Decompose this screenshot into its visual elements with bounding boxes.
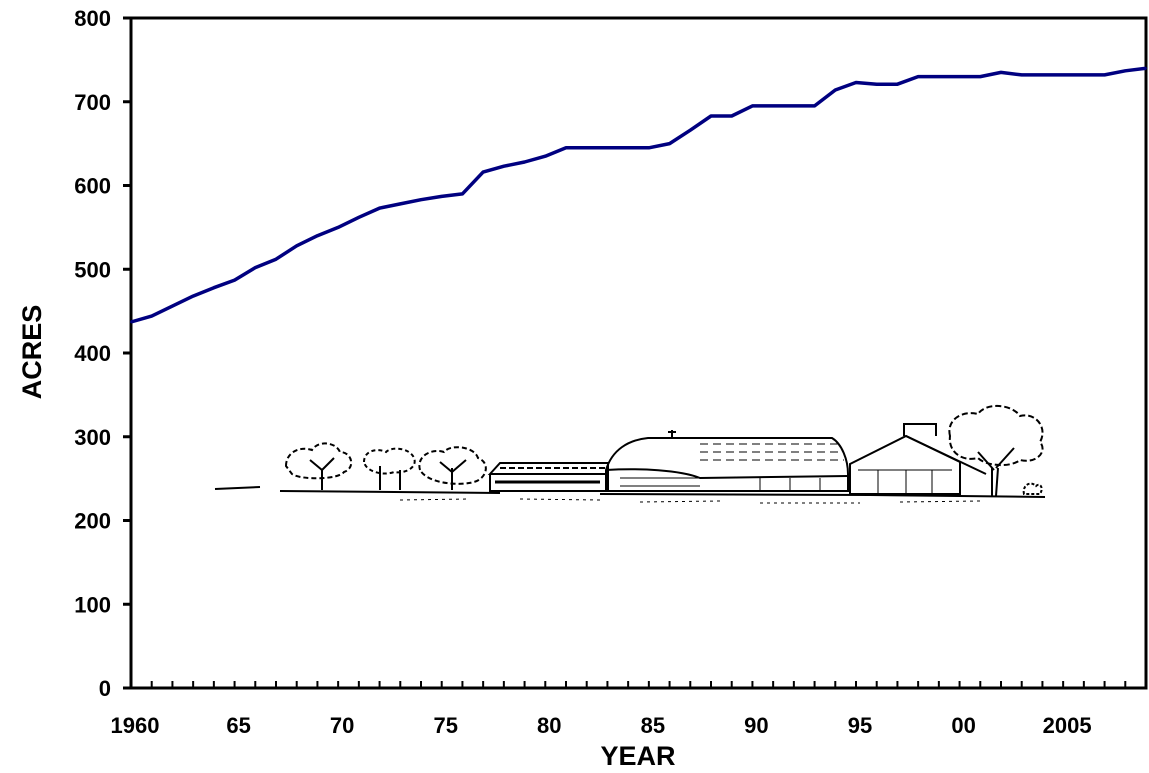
acres-data-point [585,146,588,149]
acres-data-point [420,198,422,201]
gambrel-barn-illustration [605,430,849,492]
acres-data-point [1041,73,1044,76]
acres-data-point [171,305,174,308]
x-tick-label: 80 [537,713,561,738]
acres-series-line [130,66,1147,324]
y-tick-label: 0 [99,676,111,701]
acres-data-point [896,83,899,86]
y-tick-label: 500 [74,257,111,282]
acres-data-point [544,155,547,158]
acres-data-point [1124,69,1127,72]
acres-data-point [813,104,816,107]
acres-data-point [461,192,464,195]
acres-data-point [440,195,443,198]
x-tick-labels: 1960 65 70 75 80 85 90 95 00 2005 [111,713,1092,738]
acres-data-point [275,258,277,261]
x-tick-label: 85 [641,713,665,738]
tree-3-illustration [418,446,487,490]
tick-marks [123,16,1147,690]
acres-data-point [1103,73,1106,76]
acres-data-point [1062,73,1065,76]
acres-data-point [399,202,402,205]
farm-barn-illustration [214,405,1046,504]
acres-data-point [316,234,319,237]
acres-data-point [295,244,298,247]
acres-data-point [668,142,671,145]
acres-data-point [917,75,920,78]
y-tick-label: 200 [74,509,111,534]
acres-data-point [772,104,775,107]
acres-data-point [1082,73,1085,76]
y-tick-label: 100 [74,592,111,617]
x-tick-label: 1960 [111,713,160,738]
y-tick-label: 300 [74,425,111,450]
x-tick-label: 65 [226,713,250,738]
tree-4-illustration [948,405,1044,497]
x-tick-label: 90 [744,713,768,738]
tree-2-illustration [362,447,416,490]
acres-data-point [647,146,650,149]
acres-data-point [233,279,236,282]
y-tick-label: 700 [74,90,111,115]
acres-data-point [502,165,505,168]
acres-data-point [357,216,360,219]
acres-data-point [730,114,733,117]
acres-data-point [482,171,485,174]
plot-frame [129,16,1148,690]
acres-data-point [523,161,526,164]
acres-data-point [937,75,940,78]
x-tick-label: 95 [848,713,872,738]
y-tick-label: 800 [74,6,111,31]
acres-data-point [627,146,630,149]
gable-barn-illustration [849,423,987,495]
y-tick-label: 400 [74,341,111,366]
acres-data-point [212,286,215,289]
acres-data-point [1020,73,1023,76]
axes [129,16,1148,690]
acres-data-point [710,114,712,117]
acres-data-point [834,89,837,92]
acres-data-point [979,75,982,78]
acres-data-point [130,321,132,324]
acres-data-point [378,207,381,210]
y-tick-label: 600 [74,174,111,199]
acres-data-point [751,104,754,107]
bush-illustration [1022,482,1043,495]
y-tick-labels: 0 100 200 300 400 500 600 700 800 [74,6,111,701]
acres-data-point [1145,67,1147,70]
x-tick-label: 70 [330,713,354,738]
acres-data-point [565,146,567,149]
x-tick-label: 00 [951,713,975,738]
x-tick-label: 75 [433,713,457,738]
x-axis-title: YEAR [600,741,675,771]
acres-data-point [855,81,857,84]
acres-data-point [337,226,340,229]
acres-data-point [192,295,195,298]
acres-data-point [150,315,153,318]
acres-data-point [875,83,878,86]
y-axis-title: ACRES [17,305,47,400]
series-layer [130,66,1147,324]
tree-1-illustration [284,442,353,490]
acres-data-point [606,146,609,149]
x-tick-label: 2005 [1043,713,1092,738]
acres-data-point [1000,71,1002,74]
acres-data-point [792,104,795,107]
acres-data-point [689,129,692,132]
acres-data-point [958,75,961,78]
shed-illustration [487,462,609,492]
acres-data-point [254,266,257,269]
